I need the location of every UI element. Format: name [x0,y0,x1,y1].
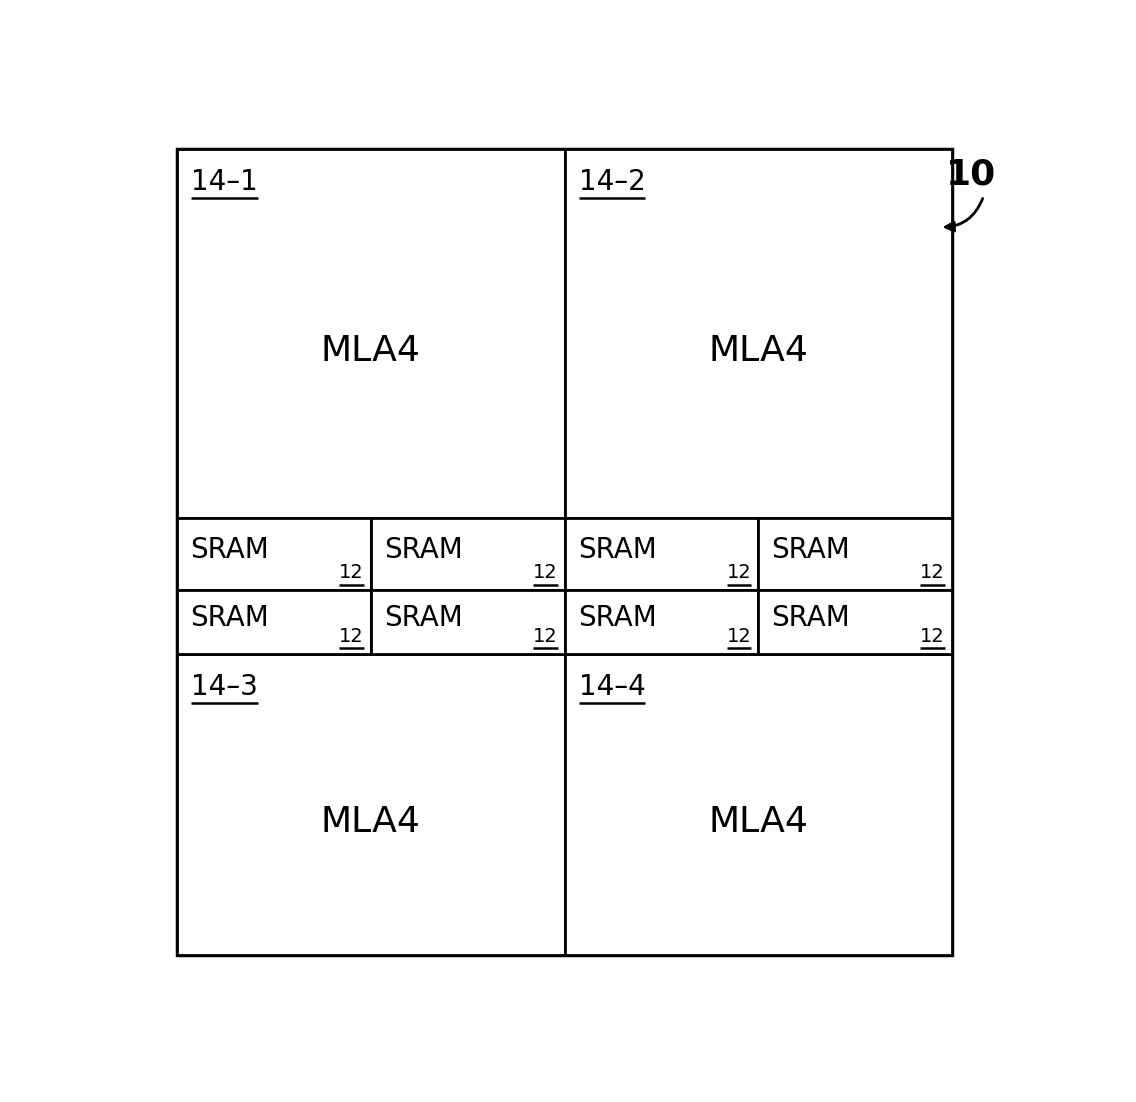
Text: 12: 12 [340,627,364,646]
Bar [177,591,370,655]
Text: 14–3: 14–3 [191,672,258,701]
Bar [177,518,370,591]
Text: SRAM: SRAM [191,604,269,633]
Text: 12: 12 [727,627,751,646]
Text: SRAM: SRAM [384,537,462,564]
Text: 12: 12 [920,563,945,582]
Bar [565,149,952,518]
Text: 12: 12 [533,627,558,646]
Text: SRAM: SRAM [578,604,657,633]
Text: 14–4: 14–4 [578,672,645,701]
Bar [565,655,952,955]
Bar [177,655,565,955]
Text: 12: 12 [920,627,945,646]
Text: 12: 12 [340,563,364,582]
Text: 12: 12 [727,563,751,582]
Bar [177,149,565,518]
Text: SRAM: SRAM [384,604,462,633]
Bar [759,591,952,655]
Text: MLA4: MLA4 [709,334,808,368]
Text: SRAM: SRAM [578,537,657,564]
Text: MLA4: MLA4 [321,804,420,839]
Text: SRAM: SRAM [771,537,850,564]
Text: 14–2: 14–2 [578,168,645,196]
Text: MLA4: MLA4 [321,334,420,368]
Bar [370,591,565,655]
Bar [759,518,952,591]
Text: SRAM: SRAM [191,537,269,564]
Text: MLA4: MLA4 [709,804,808,839]
Text: 14–1: 14–1 [191,168,258,196]
Bar [177,149,952,955]
Bar [565,591,759,655]
Bar [565,518,759,591]
Text: 10: 10 [946,158,996,192]
Text: SRAM: SRAM [771,604,850,633]
Text: 12: 12 [533,563,558,582]
Bar [370,518,565,591]
